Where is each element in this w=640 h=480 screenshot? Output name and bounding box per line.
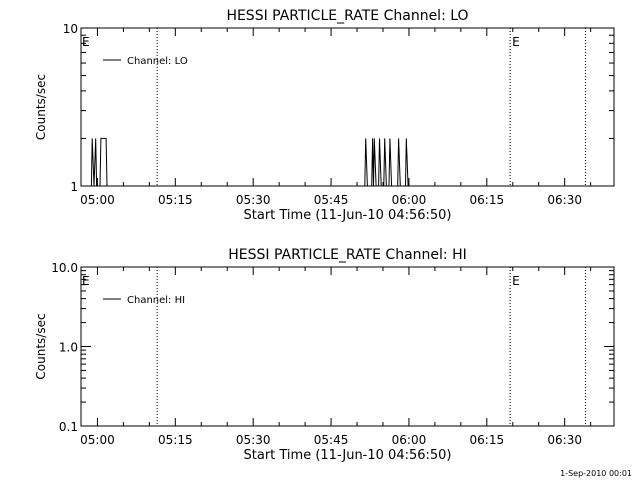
panel1-xtick-label: 05:45 [314,193,349,207]
panel2-xtick-label: 05:00 [80,433,115,447]
panel1-axes-frame [80,27,615,187]
panel1-start-label: E [82,35,90,49]
panel2-ytick-label: 1.0 [59,341,78,355]
panel1-xtick-label: 05:00 [80,193,115,207]
panel2-start-label: E [82,274,90,288]
panel1-xtick-label: 06:00 [392,193,427,207]
panel2-ylabel: Counts/sec [34,313,48,379]
panel1-ytick-label: 1 [70,180,78,194]
panel1-series-line [81,137,409,187]
panel1-xtick-label: 05:30 [236,193,271,207]
panel1-marker-label: E [512,35,520,49]
panel2-ytick-label: 10.0 [51,261,78,275]
panel2-xtick-label: 06:30 [547,433,582,447]
panel1-xtick-label: 06:15 [470,193,505,207]
panel1-xtick-label: 06:30 [547,193,582,207]
panel2-legend-label: Channel: HI [127,295,185,306]
panel1-ytick-label: 10 [63,22,78,36]
panel1-legend-label: Channel: LO [127,56,188,67]
panel1-xlabel: Start Time (11-Jun-10 04:56:50) [244,208,452,223]
panel2-xtick-label: 06:00 [392,433,427,447]
panel2-xtick-label: 06:15 [470,433,505,447]
panel2-xlabel: Start Time (11-Jun-10 04:56:50) [244,448,452,463]
panel2-ytick-label: 0.1 [59,420,78,434]
panel1-xtick-label: 05:15 [158,193,193,207]
plot-timestamp: 1-Sep-2010 00:01 [560,469,632,478]
panel2-xtick-label: 05:30 [236,433,271,447]
panel2-marker-label: E [512,274,520,288]
panel2-xtick-label: 05:45 [314,433,349,447]
panel2-title: HESSI PARTICLE_RATE Channel: HI [228,247,466,263]
panel1-ylabel: Counts/sec [34,74,48,140]
panel2-xtick-label: 05:15 [158,433,193,447]
panel2-axes-frame [80,266,615,427]
panel1-title: HESSI PARTICLE_RATE Channel: LO [226,8,468,24]
